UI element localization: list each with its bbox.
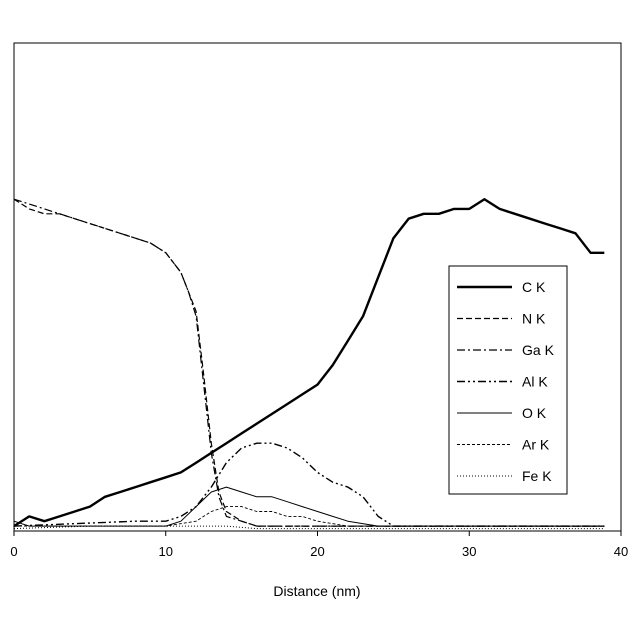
legend-label: O K — [522, 405, 547, 421]
legend-box — [449, 266, 567, 494]
legend-label: N K — [522, 311, 546, 327]
x-tick-label: 40 — [614, 544, 628, 559]
legend-label: C K — [522, 279, 546, 295]
x-axis: 0 10 20 30 40 — [10, 531, 628, 559]
x-tick-label: 10 — [159, 544, 173, 559]
legend-label: Al K — [522, 374, 548, 390]
x-axis-title: Distance (nm) — [273, 583, 360, 599]
x-tick-label: 30 — [462, 544, 476, 559]
x-tick-label: 20 — [310, 544, 324, 559]
legend-label: Fe K — [522, 468, 552, 484]
legend-label: Ar K — [522, 437, 550, 453]
x-tick-label: 0 — [10, 544, 17, 559]
legend: C K N K Ga K Al K O K Ar K Fe K — [449, 266, 567, 494]
legend-label: Ga K — [522, 342, 555, 358]
